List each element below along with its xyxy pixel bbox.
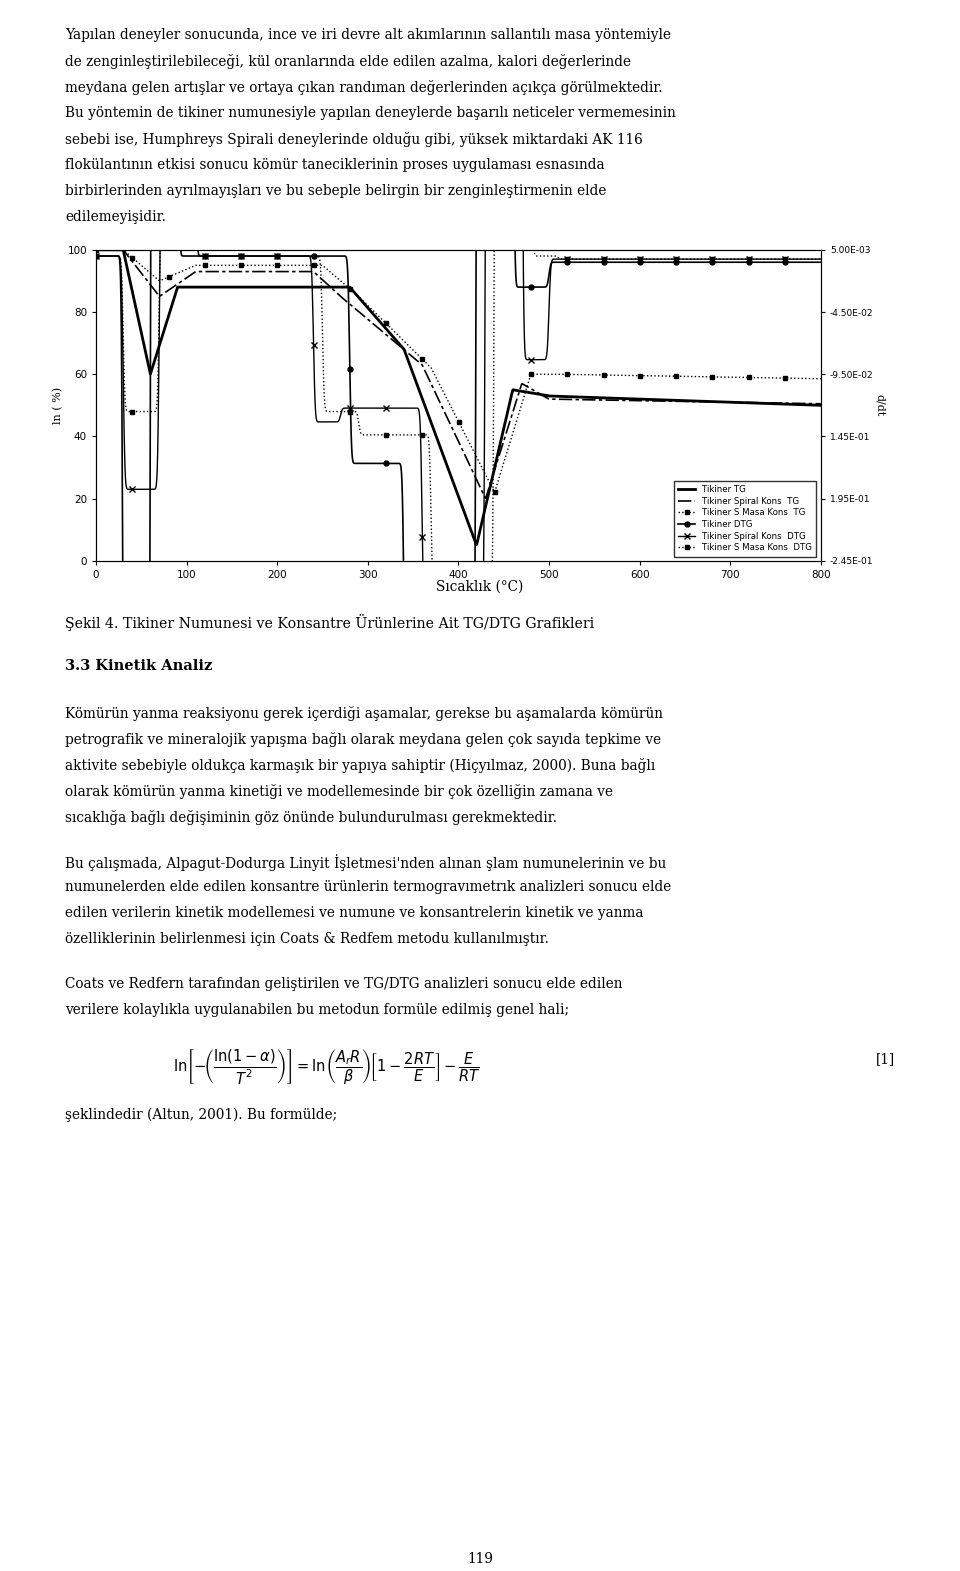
- Text: sebebi ise, Humphreys Spirali deneylerinde olduğu gibi, yüksek miktardaki AK 116: sebebi ise, Humphreys Spirali deneylerin…: [65, 132, 643, 148]
- Text: olarak kömürün yanma kinetiği ve modellemesinde bir çok özelliğin zamana ve: olarak kömürün yanma kinetiği ve modelle…: [65, 784, 613, 798]
- Text: özelliklerinin belirlenmesi için Coats & Redfem metodu kullanılmıştır.: özelliklerinin belirlenmesi için Coats &…: [65, 932, 549, 946]
- Y-axis label: ln ( %): ln ( %): [53, 386, 63, 424]
- Text: 3.3 Kinetik Analiz: 3.3 Kinetik Analiz: [65, 660, 213, 674]
- Text: Kömürün yanma reaksiyonu gerek içerdiği aşamalar, gerekse bu aşamalarda kömürün: Kömürün yanma reaksiyonu gerek içerdiği …: [65, 705, 663, 721]
- Text: Coats ve Redfern tarafından geliştirilen ve TG/DTG analizleri sonucu elde edilen: Coats ve Redfern tarafından geliştirilen…: [65, 977, 623, 991]
- Text: numunelerden elde edilen konsantre ürünlerin termogravımetrık analizleri sonucu : numunelerden elde edilen konsantre ürünl…: [65, 880, 672, 894]
- Legend: Tikiner TG, Tikiner Spiral Kons  TG, Tikiner S Masa Kons  TG, Tikiner DTG, Tikin: Tikiner TG, Tikiner Spiral Kons TG, Tiki…: [674, 481, 817, 556]
- Text: flokülantının etkisi sonucu kömür taneciklerinin proses uygulaması esnasında: flokülantının etkisi sonucu kömür taneci…: [65, 157, 605, 171]
- Text: meydana gelen artışlar ve ortaya çıkan randıman değerlerinden açıkça görülmekted: meydana gelen artışlar ve ortaya çıkan r…: [65, 80, 663, 96]
- Text: şeklindedir (Altun, 2001). Bu formülde;: şeklindedir (Altun, 2001). Bu formülde;: [65, 1108, 338, 1122]
- Text: 119: 119: [467, 1552, 493, 1566]
- Text: de zenginleştirilebileceği, kül oranlarında elde edilen azalma, kalori değerleri: de zenginleştirilebileceği, kül oranları…: [65, 55, 632, 69]
- Text: Bu yöntemin de tikiner numunesiyle yapılan deneylerde başarılı neticeler vermeme: Bu yöntemin de tikiner numunesiyle yapıl…: [65, 105, 676, 119]
- Text: birbirlerinden ayrılmayışları ve bu sebeple belirgin bir zenginleştirmenin elde: birbirlerinden ayrılmayışları ve bu sebe…: [65, 184, 607, 198]
- Text: Bu çalışmada, Alpagut-Dodurga Linyit İşletmesi'nden alınan şlam numunelerinin ve: Bu çalışmada, Alpagut-Dodurga Linyit İşl…: [65, 855, 666, 872]
- Text: Sıcaklık (°C): Sıcaklık (°C): [436, 580, 524, 594]
- Text: Yapılan deneyler sonucunda, ince ve iri devre alt akımlarının sallantılı masa yö: Yapılan deneyler sonucunda, ince ve iri …: [65, 28, 671, 42]
- Text: verilere kolaylıkla uygulanabilen bu metodun formüle edilmiş genel hali;: verilere kolaylıkla uygulanabilen bu met…: [65, 1002, 569, 1016]
- Text: edilemeyişidir.: edilemeyişidir.: [65, 209, 166, 223]
- Text: sıcaklığa bağlı değişiminin göz önünde bulundurulması gerekmektedir.: sıcaklığa bağlı değişiminin göz önünde b…: [65, 809, 557, 825]
- Text: edilen verilerin kinetik modellemesi ve numune ve konsantrelerin kinetik ve yanm: edilen verilerin kinetik modellemesi ve …: [65, 906, 644, 921]
- Text: $\ln\!\left[-\!\left(\dfrac{\ln(1-\alpha)}{T^{2}}\right)\right]=\ln\!\left(\dfra: $\ln\!\left[-\!\left(\dfrac{\ln(1-\alpha…: [173, 1048, 481, 1087]
- Text: Şekil 4. Tikiner Numunesi ve Konsantre Ürünlerine Ait TG/DTG Grafikleri: Şekil 4. Tikiner Numunesi ve Konsantre Ü…: [65, 614, 594, 632]
- Y-axis label: d/dt: d/dt: [875, 394, 884, 416]
- Text: petrografik ve mineralojik yapışma bağlı olarak meydana gelen çok sayıda tepkime: petrografik ve mineralojik yapışma bağlı…: [65, 732, 661, 746]
- Text: aktivite sebebiyle oldukça karmaşık bir yapıya sahiptir (Hiçyılmaz, 2000). Buna : aktivite sebebiyle oldukça karmaşık bir …: [65, 757, 656, 773]
- Text: [1]: [1]: [876, 1053, 895, 1067]
